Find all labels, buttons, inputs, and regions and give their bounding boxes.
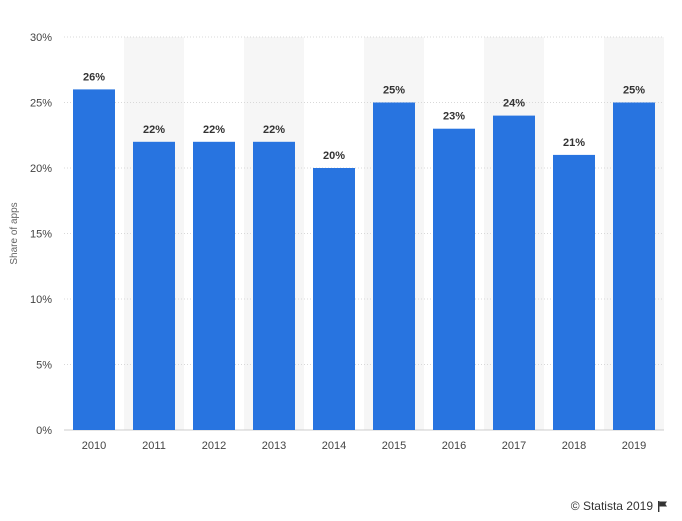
flag-icon bbox=[657, 501, 668, 512]
y-tick-label: 0% bbox=[36, 425, 52, 437]
data-label: 22% bbox=[143, 124, 165, 136]
statista-credit[interactable]: © Statista 2019 bbox=[571, 499, 668, 513]
x-tick-label: 2018 bbox=[562, 440, 586, 452]
y-tick-label: 5% bbox=[36, 360, 52, 372]
x-tick-label: 2014 bbox=[322, 440, 346, 452]
x-axis-ticks: 2010 2011 2012 2013 2014 2015 2016 2017 2018 2019 bbox=[82, 440, 646, 452]
bar[interactable] bbox=[433, 129, 475, 430]
y-axis-title: Share of apps bbox=[9, 202, 20, 264]
x-tick-label: 2010 bbox=[82, 440, 106, 452]
y-tick-label: 25% bbox=[30, 98, 52, 110]
bar[interactable] bbox=[73, 89, 115, 430]
x-tick-label: 2011 bbox=[142, 440, 166, 452]
bar[interactable] bbox=[193, 142, 235, 430]
credit-text: © Statista 2019 bbox=[571, 499, 653, 513]
x-tick-label: 2016 bbox=[442, 440, 466, 452]
data-label: 21% bbox=[563, 137, 585, 149]
y-tick-label: 30% bbox=[30, 32, 52, 44]
x-tick-label: 2012 bbox=[202, 440, 226, 452]
data-label: 25% bbox=[383, 85, 405, 97]
bar[interactable] bbox=[553, 155, 595, 430]
data-label: 20% bbox=[323, 150, 345, 162]
data-label: 22% bbox=[263, 124, 285, 136]
x-tick-label: 2015 bbox=[382, 440, 406, 452]
data-label: 22% bbox=[203, 124, 225, 136]
bar[interactable] bbox=[373, 103, 415, 431]
bar[interactable] bbox=[253, 142, 295, 430]
data-label: 25% bbox=[623, 85, 645, 97]
x-tick-label: 2013 bbox=[262, 440, 286, 452]
x-tick-label: 2019 bbox=[622, 440, 646, 452]
y-tick-label: 15% bbox=[30, 229, 52, 241]
data-label: 23% bbox=[443, 111, 465, 123]
data-label: 24% bbox=[503, 98, 525, 110]
y-tick-label: 10% bbox=[30, 294, 52, 306]
bar[interactable] bbox=[313, 168, 355, 430]
y-axis-ticks: 0% 5% 10% 15% 20% 25% 30% bbox=[30, 32, 52, 437]
x-tick-label: 2017 bbox=[502, 440, 526, 452]
bar[interactable] bbox=[133, 142, 175, 430]
bar[interactable] bbox=[493, 116, 535, 430]
bar[interactable] bbox=[613, 103, 655, 431]
y-tick-label: 20% bbox=[30, 163, 52, 175]
data-label: 26% bbox=[83, 71, 105, 83]
